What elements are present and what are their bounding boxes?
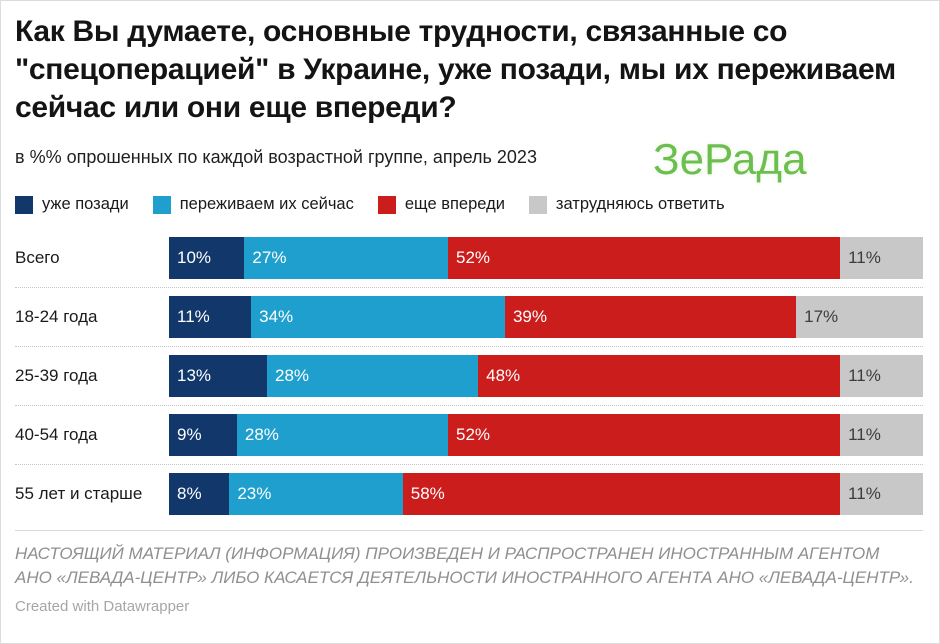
legend-label: переживаем их сейчас [179, 195, 354, 214]
stacked-bar: 13% 28% 48% 11% [169, 355, 923, 398]
segment-value-label: 52% [455, 425, 491, 445]
segment-value-label: 52% [455, 248, 491, 268]
chart-subtitle: в %% опрошенных по каждой возрастной гру… [15, 147, 537, 168]
bar-segment-experiencing-now[interactable]: 28% [236, 414, 448, 457]
legend-label: еще впереди [404, 195, 505, 214]
segment-value-label: 13% [177, 366, 212, 386]
bar-segment-experiencing-now[interactable]: 27% [244, 237, 448, 280]
bar-segment-still-ahead[interactable]: 48% [478, 355, 841, 398]
bar-segment-still-ahead[interactable]: 52% [447, 237, 841, 280]
bar-segment-hard-to-answer[interactable]: 11% [840, 414, 923, 457]
stacked-bar: 8% 23% 58% 11% [169, 473, 923, 516]
stacked-bar: 11% 34% 39% 17% [169, 296, 924, 339]
segment-value-label: 28% [244, 425, 279, 445]
segment-value-label: 8% [177, 484, 202, 504]
bar-segment-hard-to-answer[interactable]: 11% [840, 473, 923, 516]
chart-title: Как Вы думаете, основные трудности, связ… [15, 15, 896, 125]
bar-segment-already-behind[interactable]: 9% [169, 414, 237, 457]
legend-item-experiencing-now: переживаем их сейчас [152, 195, 354, 214]
legend-item-already-behind: уже позади [15, 195, 129, 214]
segment-value-label: 34% [259, 307, 294, 327]
segment-value-label: 10% [177, 248, 212, 268]
segment-value-label: 23% [237, 484, 272, 504]
segment-value-label: 39% [512, 307, 547, 327]
segment-value-label: 11% [848, 248, 881, 268]
bar-segment-already-behind[interactable]: 8% [169, 473, 230, 516]
bar-segment-experiencing-now[interactable]: 28% [267, 355, 479, 398]
row-label: 55 лет и старше [15, 484, 143, 504]
bar-segment-still-ahead[interactable]: 52% [447, 414, 841, 457]
bar-segment-still-ahead[interactable]: 58% [402, 473, 841, 516]
legend-label: уже позади [42, 195, 129, 214]
legend-item-still-ahead: еще впереди [377, 195, 505, 214]
legend: уже позади переживаем их сейчас еще вперед… [15, 195, 923, 214]
segment-value-label: 17% [804, 307, 839, 327]
foreign-agent-disclaimer: НАСТОЯЩИЙ МАТЕРИАЛ (ИНФОРМАЦИЯ) ПРОИЗВЕД… [15, 544, 914, 587]
bar-row: 25-39 года 13% 28% 48% 11% [15, 347, 923, 407]
legend-swatch-already-behind [15, 195, 33, 214]
stacked-bar: 10% 27% 52% 11% [169, 237, 923, 280]
segment-value-label: 28% [275, 366, 310, 386]
bar-row: 40-54 года 9% 28% 52% 11% [15, 406, 923, 466]
legend-swatch-still-ahead [377, 195, 396, 214]
row-label: Всего [15, 248, 60, 268]
bar-segment-already-behind[interactable]: 13% [169, 355, 268, 398]
datawrapper-credit[interactable]: Created with Datawrapper [15, 598, 190, 616]
segment-value-label: 11% [848, 484, 881, 504]
row-label: 25-39 года [15, 366, 98, 386]
segment-value-label: 9% [177, 425, 202, 445]
segment-value-label: 27% [252, 248, 287, 268]
segment-value-label: 58% [410, 484, 445, 504]
stacked-bar: 9% 28% 52% 11% [169, 414, 923, 457]
bar-segment-experiencing-now[interactable]: 34% [251, 296, 505, 339]
legend-label: затрудняюсь ответить [555, 195, 725, 214]
bar-segment-hard-to-answer[interactable]: 11% [840, 355, 923, 398]
bar-row: 55 лет и старше 8% 23% 58% 11% [15, 465, 923, 523]
footer-divider [15, 530, 923, 532]
segment-value-label: 11% [848, 425, 881, 445]
legend-item-hard-to-answer: затрудняюсь ответить [528, 195, 725, 214]
legend-swatch-hard-to-answer [528, 195, 547, 214]
bar-segment-experiencing-now[interactable]: 23% [229, 473, 403, 516]
bar-segment-already-behind[interactable]: 11% [169, 296, 252, 339]
row-label: 18-24 года [15, 307, 98, 327]
bar-segment-already-behind[interactable]: 10% [169, 237, 245, 280]
stacked-bar-chart: Всего 10% 27% 52% 11% 18-24 года 11% 34% 39% 17% 2… [15, 229, 924, 523]
segment-value-label: 48% [486, 366, 521, 386]
segment-value-label: 11% [177, 307, 210, 327]
row-label: 40-54 года [15, 425, 98, 445]
bar-row: Всего 10% 27% 52% 11% [15, 229, 923, 289]
legend-swatch-experiencing-now [152, 195, 171, 214]
bar-segment-hard-to-answer[interactable]: 17% [796, 296, 924, 339]
watermark: ЗеРада [653, 135, 807, 184]
segment-value-label: 11% [848, 366, 881, 386]
subtitle-row: в %% опрошенных по каждой возрастной гру… [15, 147, 923, 173]
bar-segment-still-ahead[interactable]: 39% [504, 296, 797, 339]
bar-row: 18-24 года 11% 34% 39% 17% [15, 288, 924, 348]
bar-segment-hard-to-answer[interactable]: 11% [840, 237, 923, 280]
